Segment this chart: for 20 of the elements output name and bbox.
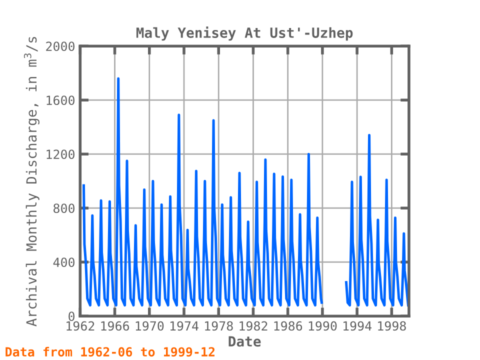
y-tick-label: 2000	[46, 42, 74, 52]
x-tick-label: 1962	[66, 321, 94, 331]
y-tick-label: 800	[54, 204, 74, 214]
x-tick-label: 1994	[344, 321, 372, 331]
y-tick-label: 1200	[46, 150, 74, 160]
x-tick-label: 1970	[136, 321, 164, 331]
text: Data from 1962-06 to 1999-12	[6, 346, 214, 357]
x-tick-label: 1974	[170, 321, 198, 331]
x-tick-label: 1966	[101, 321, 130, 331]
x-tick-label: 1978	[205, 321, 233, 331]
y-tick-label: 1600	[46, 96, 74, 106]
x-tick-label: 1986	[274, 321, 302, 331]
x-tick-label: 1990	[308, 321, 337, 331]
y-axis-title: Archival Monthly Discharge, in m$^{3}$/s	[24, 37, 40, 326]
y-tick-label: 400	[53, 258, 74, 268]
chart-title: Maly Yenisey At Ust'-Uzhep	[136, 26, 353, 41]
x-tick-label: 1982	[240, 321, 268, 331]
x-tick-label: 1998	[378, 321, 406, 331]
x-axis-title: Date	[228, 336, 261, 347]
y-tick-label: 0	[68, 312, 74, 322]
